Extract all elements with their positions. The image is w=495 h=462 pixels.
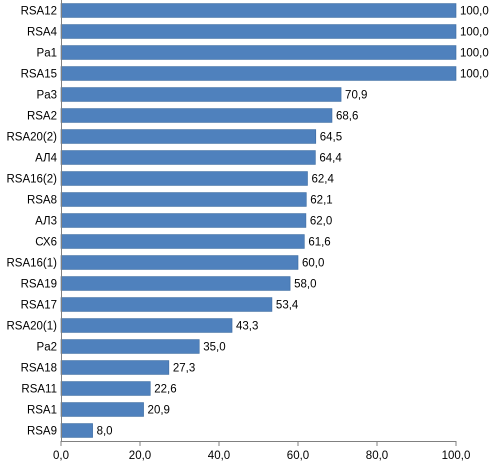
category-label-2: Pa1 [37, 48, 57, 60]
category-label-17: RSA18 [21, 363, 57, 375]
value-label-5: 68,6 [336, 111, 358, 123]
value-label-4: 70,9 [345, 90, 367, 102]
category-label-8: RSA16(2) [7, 174, 58, 186]
value-label-19: 20,9 [148, 405, 170, 417]
value-label-16: 35,0 [203, 342, 225, 354]
category-label-16: Pa2 [37, 342, 57, 354]
category-label-13: RSA19 [21, 279, 57, 291]
category-label-6: RSA20(2) [7, 132, 58, 144]
bar-1 [60, 24, 457, 39]
category-label-14: RSA17 [21, 300, 57, 312]
value-label-1: 100,0 [460, 27, 489, 39]
bar-4 [60, 87, 342, 102]
bar-0 [60, 3, 457, 18]
bar-12 [60, 255, 299, 270]
x-tick-label-3: 60,0 [287, 450, 309, 462]
value-label-15: 43,3 [236, 321, 258, 333]
category-label-11: СХ6 [35, 237, 57, 249]
bar-6 [60, 129, 317, 144]
category-label-20: RSA9 [27, 426, 57, 438]
bar-8 [60, 171, 308, 186]
bars-group [60, 3, 457, 438]
x-tick-label-0: 0,0 [53, 450, 69, 462]
bar-5 [60, 108, 333, 123]
value-label-0: 100,0 [460, 6, 489, 18]
bar-10 [60, 213, 307, 228]
value-label-2: 100,0 [460, 48, 489, 60]
bar-11 [60, 234, 305, 249]
category-label-10: АЛ3 [35, 216, 57, 228]
bar-7 [60, 150, 316, 165]
value-label-18: 22,6 [154, 384, 176, 396]
category-label-3: RSA15 [21, 69, 57, 81]
value-label-7: 64,4 [319, 153, 342, 165]
category-labels: RSA12 RSA4 Pa1 RSA15 Pa3 RSA2 RSA20(2) АЛ4 RSA16… [7, 6, 58, 438]
category-label-18: RSA11 [21, 384, 57, 396]
x-tick-label-2: 40,0 [208, 450, 230, 462]
category-label-4: Pa3 [37, 90, 57, 102]
value-label-10: 62,0 [310, 216, 332, 228]
bar-18 [60, 381, 151, 396]
category-label-1: RSA4 [27, 27, 58, 39]
value-label-17: 27,3 [173, 363, 195, 375]
bar-16 [60, 339, 200, 354]
bar-17 [60, 360, 170, 375]
value-label-8: 62,4 [311, 174, 334, 186]
bar-2 [60, 45, 457, 60]
bar-13 [60, 276, 291, 291]
bar-20 [60, 423, 93, 438]
value-label-6: 64,5 [320, 132, 342, 144]
bar-19 [60, 402, 144, 417]
bar-9 [60, 192, 307, 207]
value-label-11: 61,6 [308, 237, 330, 249]
category-label-12: RSA16(1) [7, 258, 58, 270]
value-label-12: 60,0 [302, 258, 324, 270]
category-label-5: RSA2 [27, 111, 57, 123]
value-label-9: 62,1 [310, 195, 332, 207]
x-tick-label-5: 100,0 [442, 450, 471, 462]
category-label-7: АЛ4 [35, 153, 57, 165]
category-label-19: RSA1 [27, 405, 57, 417]
x-ticks: 0,0 20,0 40,0 60,0 80,0 100,0 [53, 441, 470, 462]
bar-3 [60, 66, 457, 81]
bar-15 [60, 318, 233, 333]
value-label-13: 58,0 [294, 279, 316, 291]
value-label-3: 100,0 [460, 69, 489, 81]
axes [61, 0, 457, 442]
x-tick-label-1: 20,0 [129, 450, 151, 462]
value-label-14: 53,4 [276, 300, 299, 312]
value-label-20: 8,0 [97, 426, 113, 438]
category-label-9: RSA8 [27, 195, 57, 207]
x-tick-label-4: 80,0 [366, 450, 388, 462]
value-labels: 100,0 100,0 100,0 100,0 70,9 68,6 64,5 64,4 62,4… [97, 6, 489, 438]
category-label-0: RSA12 [21, 6, 57, 18]
bar-14 [60, 297, 273, 312]
category-label-15: RSA20(1) [7, 321, 58, 333]
